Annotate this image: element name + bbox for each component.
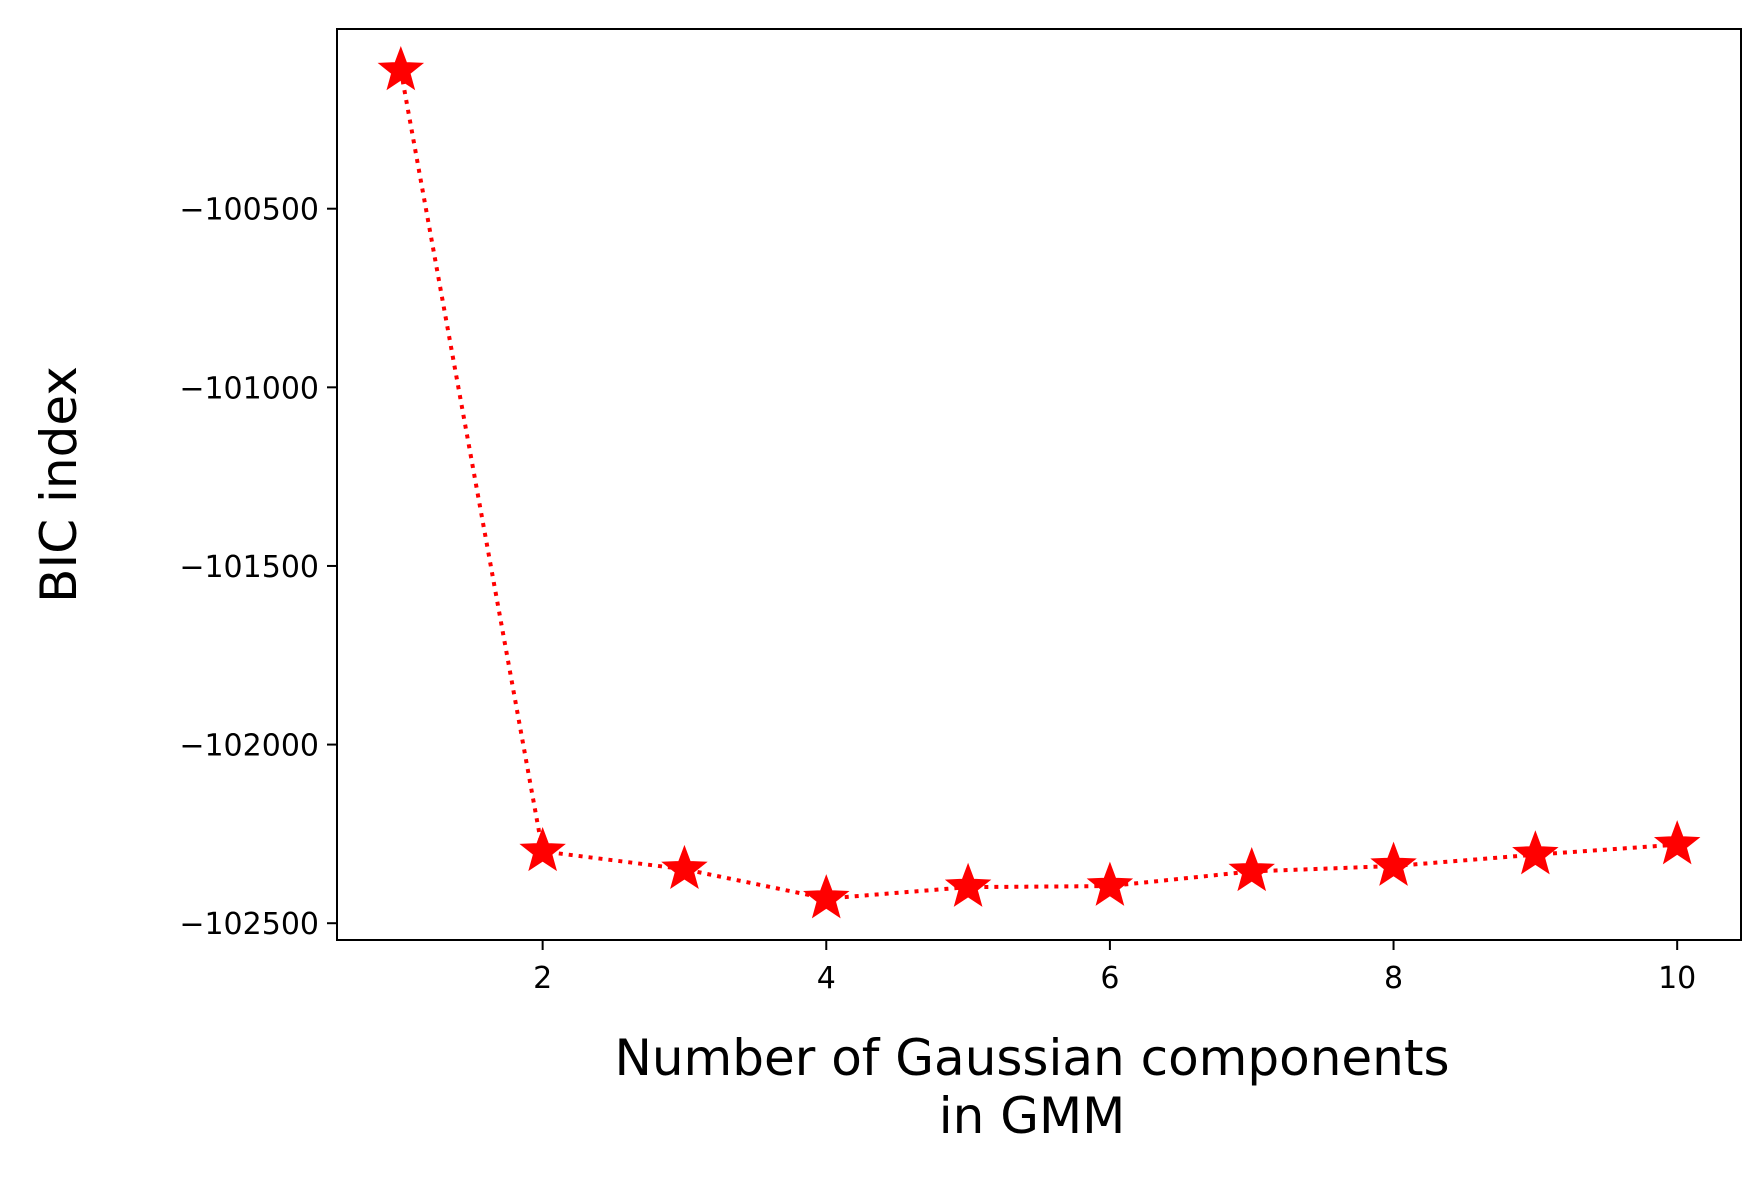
y-axis-label: BIC index: [30, 366, 88, 603]
x-axis-label-line: in GMM: [939, 1087, 1126, 1145]
y-tick-label: −101000: [179, 371, 319, 406]
star-marker: [1653, 820, 1701, 865]
star-marker: [1086, 861, 1134, 906]
x-tick-label: 6: [1100, 961, 1119, 996]
y-tick-label: −102500: [179, 907, 319, 942]
y-tick-label: −102000: [179, 729, 319, 764]
star-marker: [1228, 846, 1275, 892]
star-marker: [661, 844, 708, 890]
x-axis-label: Number of Gaussian components in GMM: [614, 1029, 1449, 1145]
star-marker: [1370, 841, 1417, 886]
x-axis-label-line: Number of Gaussian components: [614, 1029, 1449, 1087]
star-marker: [803, 874, 850, 919]
plot-frame: [336, 28, 1742, 941]
line: [398, 70, 1678, 901]
x-tick-label: 10: [1658, 961, 1696, 996]
star-marker: [944, 862, 992, 907]
y-tick-label: −100500: [179, 193, 319, 228]
star-marker: [377, 46, 425, 91]
star-marker: [519, 826, 566, 872]
x-tick-label: 4: [817, 961, 836, 996]
x-tick-label: 8: [1384, 961, 1403, 996]
y-tick-label: −101500: [179, 550, 319, 585]
x-tick-label: 2: [533, 961, 552, 996]
star-marker: [1512, 830, 1559, 875]
